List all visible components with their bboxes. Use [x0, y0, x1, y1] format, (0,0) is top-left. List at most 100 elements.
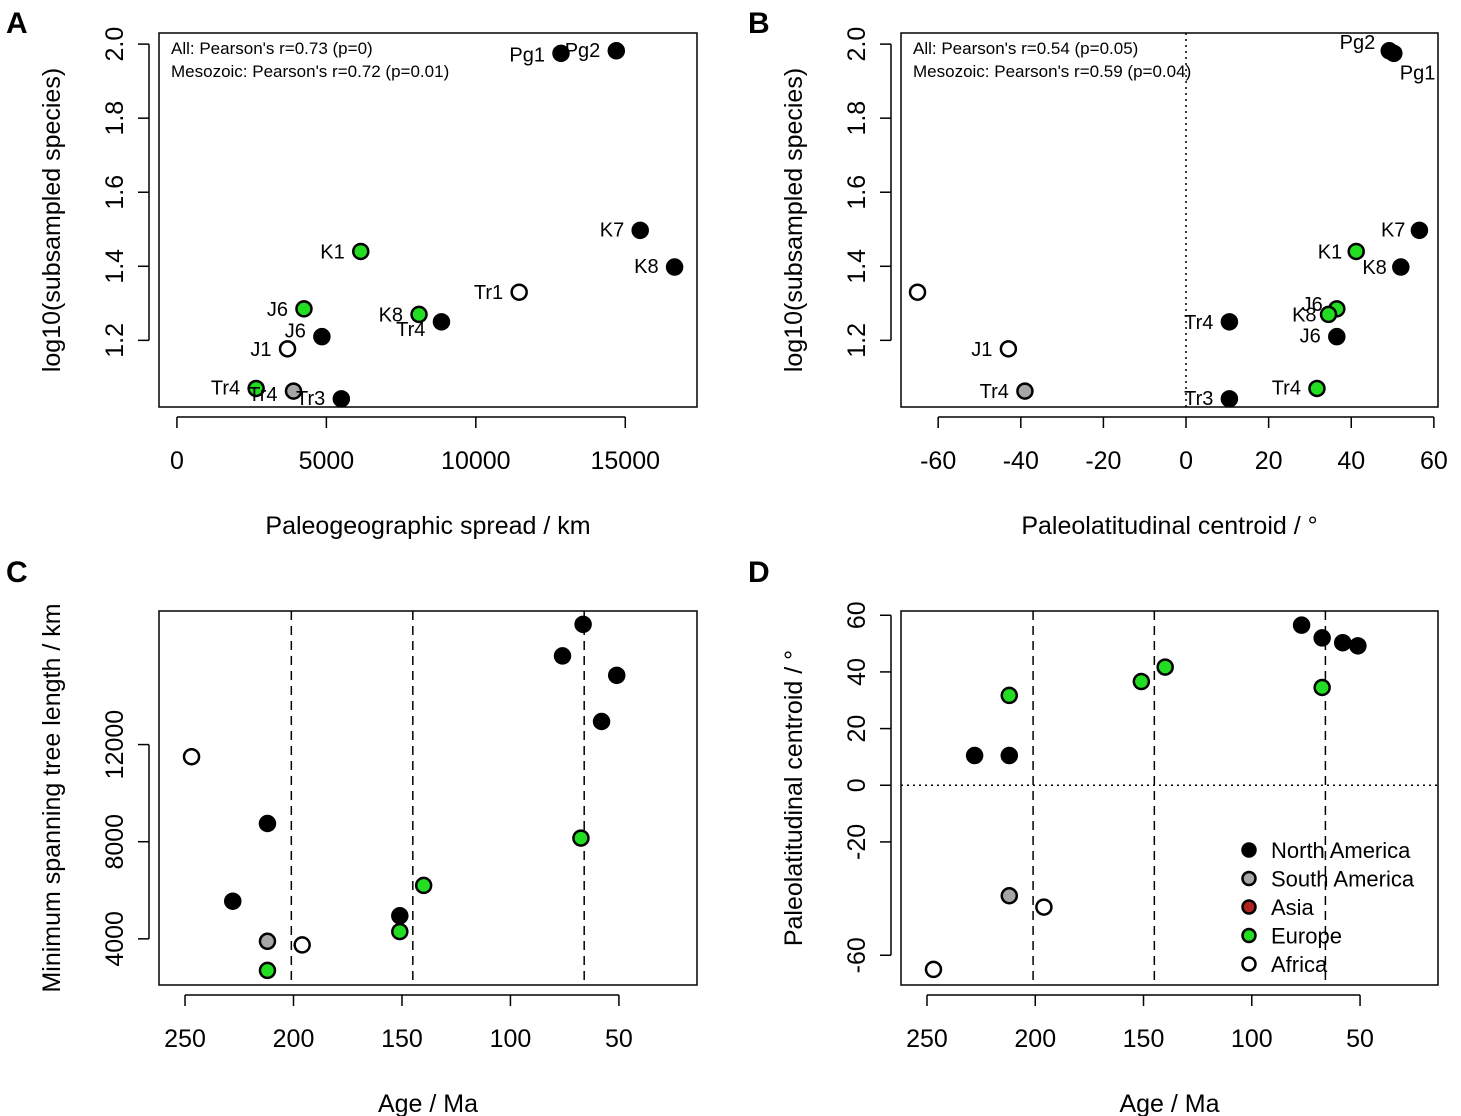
panel-letter: C: [6, 556, 28, 589]
legend-marker: [1241, 870, 1257, 887]
data-point: [1347, 242, 1365, 261]
y-tick-label: 1.8: [843, 101, 871, 136]
data-point: [607, 42, 626, 60]
point-label: J6: [1302, 294, 1323, 316]
point-label: K8: [1362, 257, 1386, 279]
data-point: [224, 892, 242, 910]
y-axis-title: log10(subsampled species): [780, 68, 808, 372]
panel-letter: A: [6, 7, 28, 40]
x-tick-label: 250: [906, 1025, 948, 1053]
data-point: [352, 242, 370, 261]
data-point: [574, 615, 592, 634]
y-tick-label: 0: [843, 778, 871, 792]
point-label: J6: [285, 321, 306, 343]
data-point: [631, 221, 649, 240]
x-axis-title: Age / Ma: [1119, 1090, 1219, 1116]
y-tick-label: 1.2: [843, 323, 871, 358]
y-tick-label: 40: [843, 658, 871, 686]
panel-c: C 250 200 150 100 50 Age / Ma 4000 8000 12000 Mini…: [6, 556, 698, 1116]
point-label: J6: [1300, 326, 1321, 348]
point-label: K7: [600, 219, 624, 241]
point-label: Tr4: [980, 381, 1009, 403]
data-point: [182, 747, 201, 766]
data-point: [592, 712, 611, 731]
data-point: [258, 814, 277, 833]
legend-label: Asia: [1271, 895, 1315, 920]
legend-label: South America: [1271, 867, 1415, 892]
data-point: [1016, 382, 1034, 400]
data-point: [278, 340, 297, 358]
data-point: [410, 305, 428, 324]
data-point: [1349, 637, 1367, 655]
y-tick-label: 1.4: [101, 249, 129, 284]
panel-letter: B: [748, 7, 770, 40]
x-tick-label: 50: [1346, 1025, 1374, 1053]
legend-label: Africa: [1271, 952, 1328, 977]
plot-frame: [158, 32, 698, 408]
x-tick-label: 150: [381, 1025, 423, 1053]
point-label: Tr4: [396, 319, 425, 341]
panel-b: B -60 -40 -20 0 20 40 60 Paleolatitudinal centro…: [748, 7, 1448, 540]
legend-label: Europe: [1271, 924, 1342, 949]
y-tick-label: -60: [843, 937, 871, 973]
data-point: [1035, 898, 1053, 916]
data-point: [552, 44, 570, 63]
point-label: Pg1: [1400, 62, 1436, 84]
point-label: Tr1: [474, 282, 503, 304]
data-point: [1385, 44, 1403, 63]
y-axis-title: log10(subsampled species): [38, 68, 66, 372]
data-point: [295, 300, 313, 318]
data-point: [332, 390, 351, 408]
data-point: [553, 647, 572, 665]
point-label: Pg1: [509, 44, 545, 66]
point-label: Tr4: [248, 384, 277, 406]
data-point: [572, 829, 590, 847]
data-point: [924, 960, 943, 979]
data-point: [1410, 221, 1429, 240]
data-point: [908, 283, 927, 301]
y-tick-label: 60: [843, 601, 871, 629]
data-point: [1313, 678, 1331, 697]
data-point: [1333, 633, 1352, 652]
data-point: [247, 379, 265, 398]
data-point: [1220, 313, 1239, 331]
x-tick-label: 100: [1231, 1025, 1273, 1053]
point-label: K1: [1318, 241, 1342, 263]
panel-d: D 250 200 150 100 50 Age / Ma -60 -20 0 20 40 60 Pale…: [748, 556, 1439, 1116]
data-point: [1392, 258, 1410, 276]
x-tick-label: 20: [1255, 447, 1283, 475]
correlation-annotation: All: Pearson's r=0.73 (p=0): [171, 39, 373, 58]
point-label: Tr4: [1184, 312, 1213, 334]
x-tick-label: 100: [490, 1025, 532, 1053]
x-tick-label: 40: [1337, 447, 1365, 475]
data-point: [313, 327, 331, 346]
point-label: K1: [320, 241, 344, 263]
point-label: J6: [267, 299, 288, 321]
legend-marker: [1241, 899, 1257, 915]
x-tick-label: 5000: [299, 447, 355, 475]
y-tick-label: 4000: [101, 911, 129, 967]
point-label: Tr4: [211, 377, 240, 399]
y-axis-title: Paleolatitudinal centroid / °: [780, 650, 808, 946]
y-tick-label: 8000: [101, 814, 129, 870]
plot-frame: [158, 610, 698, 986]
legend-marker: [1241, 956, 1257, 972]
data-point: [665, 258, 684, 276]
data-point: [999, 340, 1018, 358]
plot-frame: [900, 32, 1439, 408]
panel-a: A 0 5000 10000 15000 Paleogeographic spread /…: [6, 7, 698, 540]
panel-letter: D: [748, 556, 770, 589]
x-tick-label: 60: [1420, 447, 1448, 475]
data-point: [284, 382, 303, 400]
y-tick-label: 1.2: [101, 323, 129, 358]
y-tick-label: 1.8: [101, 101, 129, 136]
legend: North America South America Asia Europe Afri…: [1241, 838, 1415, 977]
x-tick-label: -20: [1085, 447, 1121, 475]
data-point: [607, 666, 626, 685]
correlation-annotation: Mesozoic: Pearson's r=0.72 (p=0.01): [171, 62, 449, 81]
x-tick-label: 0: [170, 447, 184, 475]
x-tick-label: 250: [164, 1025, 206, 1053]
x-tick-label: 0: [1179, 447, 1193, 475]
y-tick-label: 2.0: [101, 27, 129, 62]
